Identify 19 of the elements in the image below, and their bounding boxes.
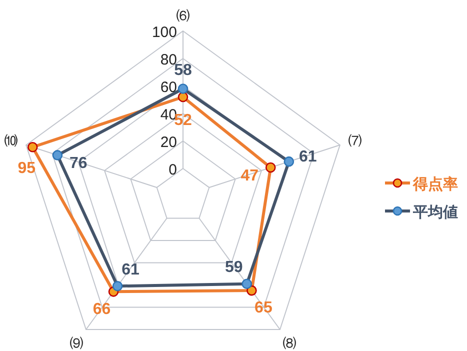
y-tick-label: 0	[168, 162, 177, 178]
data-label: 95	[18, 160, 36, 178]
y-tick-label: 20	[160, 134, 177, 151]
y-tick-label: 60	[160, 79, 177, 96]
data-label: 65	[254, 300, 272, 317]
legend-label: 平均値	[412, 204, 458, 221]
data-label: 47	[240, 167, 259, 184]
y-tick-label: 100	[152, 24, 177, 41]
spoke-label: ⑹	[176, 8, 190, 23]
data-label: 61	[299, 148, 317, 166]
spoke-label: ⑺	[348, 133, 362, 148]
spoke-label: ⑼	[70, 335, 84, 350]
spoke-label: ⑻	[282, 335, 296, 350]
legend-label: 得点率	[412, 175, 458, 193]
data-label: 59	[225, 259, 243, 276]
data-label: 66	[92, 300, 111, 318]
spoke-label: ⑽	[4, 133, 18, 148]
data-label: 76	[69, 155, 88, 172]
data-label: 61	[122, 261, 140, 278]
